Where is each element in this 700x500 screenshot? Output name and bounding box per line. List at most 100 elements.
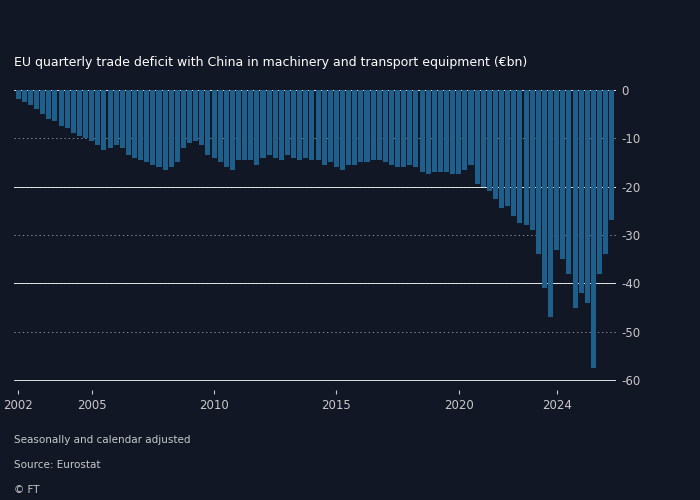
Bar	[407, 90, 412, 165]
Bar	[169, 90, 174, 167]
Bar	[524, 90, 528, 226]
Bar	[254, 90, 260, 165]
Bar	[40, 90, 46, 114]
Bar	[481, 90, 486, 186]
Bar	[499, 90, 504, 208]
Bar	[548, 90, 553, 318]
Bar	[438, 90, 443, 172]
Bar	[591, 90, 596, 368]
Bar	[77, 90, 82, 136]
Bar	[432, 90, 437, 172]
Bar	[230, 90, 235, 170]
Bar	[444, 90, 449, 172]
Bar	[95, 90, 100, 146]
Bar	[120, 90, 125, 148]
Bar	[193, 90, 198, 140]
Bar	[285, 90, 290, 155]
Bar	[291, 90, 296, 158]
Bar	[505, 90, 510, 206]
Bar	[162, 90, 167, 170]
Bar	[273, 90, 278, 158]
Bar	[224, 90, 229, 167]
Bar	[144, 90, 149, 162]
Bar	[83, 90, 88, 138]
Bar	[468, 90, 473, 165]
Bar	[579, 90, 584, 293]
Bar	[102, 90, 106, 150]
Bar	[248, 90, 253, 160]
Bar	[493, 90, 498, 198]
Text: Source: Eurostat: Source: Eurostat	[14, 460, 101, 470]
Bar	[108, 90, 113, 148]
Bar	[456, 90, 461, 174]
Bar	[157, 90, 162, 167]
Bar	[383, 90, 388, 162]
Bar	[205, 90, 211, 155]
Bar	[365, 90, 370, 162]
Bar	[536, 90, 541, 254]
Bar	[218, 90, 223, 162]
Bar	[322, 90, 327, 165]
Bar	[138, 90, 143, 160]
Bar	[211, 90, 216, 158]
Bar	[597, 90, 602, 274]
Bar	[175, 90, 180, 162]
Bar	[377, 90, 382, 160]
Bar	[346, 90, 351, 165]
Bar	[187, 90, 192, 143]
Bar	[414, 90, 419, 167]
Bar	[71, 90, 76, 134]
Bar	[150, 90, 155, 165]
Bar	[34, 90, 39, 109]
Bar	[132, 90, 137, 158]
Bar	[419, 90, 425, 172]
Bar	[199, 90, 204, 146]
Bar	[126, 90, 131, 155]
Bar	[584, 90, 590, 303]
Bar	[16, 90, 21, 100]
Bar	[389, 90, 394, 165]
Bar	[395, 90, 400, 167]
Bar	[52, 90, 57, 121]
Text: EU quarterly trade deficit with China in machinery and transport equipment (€bn): EU quarterly trade deficit with China in…	[14, 56, 527, 69]
Bar	[89, 90, 95, 140]
Bar	[303, 90, 308, 158]
Bar	[603, 90, 608, 254]
Bar	[511, 90, 517, 216]
Bar	[340, 90, 345, 170]
Bar	[358, 90, 363, 162]
Bar	[573, 90, 577, 308]
Bar	[316, 90, 321, 160]
Bar	[530, 90, 535, 230]
Bar	[28, 90, 33, 105]
Bar	[236, 90, 241, 160]
Bar	[475, 90, 480, 184]
Bar	[46, 90, 51, 118]
Bar	[113, 90, 119, 146]
Bar	[334, 90, 339, 167]
Bar	[181, 90, 186, 148]
Bar	[609, 90, 614, 220]
Bar	[517, 90, 522, 223]
Bar	[309, 90, 314, 160]
Bar	[242, 90, 247, 160]
Bar	[542, 90, 547, 288]
Bar	[64, 90, 70, 128]
Bar	[260, 90, 265, 158]
Bar	[566, 90, 571, 274]
Text: © FT: © FT	[14, 485, 39, 495]
Bar	[22, 90, 27, 102]
Text: Seasonally and calendar adjusted: Seasonally and calendar adjusted	[14, 435, 190, 445]
Bar	[352, 90, 357, 165]
Bar	[59, 90, 64, 126]
Bar	[279, 90, 284, 160]
Bar	[298, 90, 302, 160]
Bar	[487, 90, 492, 192]
Bar	[328, 90, 332, 162]
Bar	[554, 90, 559, 250]
Bar	[560, 90, 566, 259]
Bar	[426, 90, 430, 174]
Bar	[267, 90, 272, 155]
Bar	[450, 90, 455, 174]
Bar	[370, 90, 376, 160]
